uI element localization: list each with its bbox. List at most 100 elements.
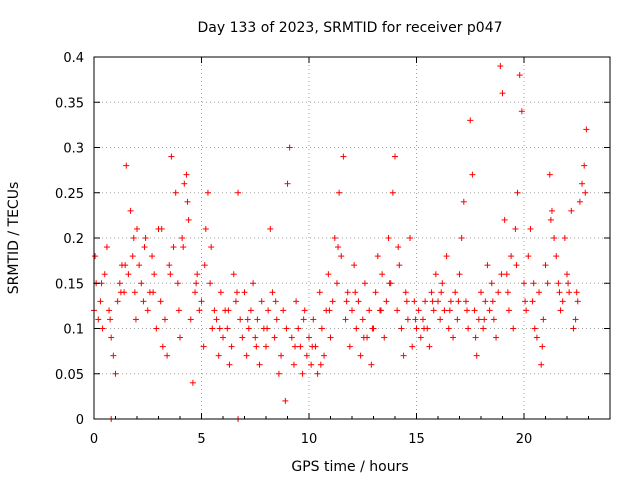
data-point — [103, 244, 110, 251]
data-point — [344, 289, 351, 296]
data-point — [308, 361, 315, 368]
x-tick-label: 20 — [516, 432, 533, 447]
data-point — [573, 289, 580, 296]
data-point — [225, 307, 232, 314]
data-point — [518, 108, 525, 115]
data-point — [565, 280, 572, 287]
data-point — [389, 189, 396, 196]
data-point — [317, 361, 324, 368]
data-point — [381, 334, 388, 341]
data-point — [141, 244, 148, 251]
data-point — [333, 280, 340, 287]
data-point — [366, 307, 373, 314]
data-point — [374, 253, 381, 260]
data-point — [510, 325, 517, 332]
data-point — [217, 289, 224, 296]
data-point — [185, 216, 192, 223]
data-point — [340, 153, 347, 160]
data-point — [446, 307, 453, 314]
data-point — [180, 244, 187, 251]
data-point — [244, 316, 251, 323]
data-point — [582, 189, 589, 196]
data-point — [136, 262, 143, 269]
data-point — [321, 352, 328, 359]
data-point — [326, 307, 333, 314]
data-point — [175, 307, 182, 314]
data-point — [521, 280, 527, 287]
x-tick-label: 10 — [301, 432, 318, 447]
data-point — [216, 325, 223, 332]
data-point — [283, 325, 290, 332]
data-point — [430, 307, 437, 314]
data-point — [110, 352, 117, 359]
data-point — [553, 253, 560, 260]
data-point — [490, 316, 497, 323]
data-point — [379, 271, 386, 278]
data-point — [508, 253, 515, 260]
data-point — [267, 225, 274, 232]
data-point — [297, 343, 304, 350]
data-point — [292, 343, 299, 350]
data-point — [551, 235, 558, 241]
data-point — [357, 352, 364, 359]
data-point — [469, 171, 476, 178]
data-point — [170, 244, 177, 251]
data-point — [208, 244, 215, 251]
data-point — [132, 316, 139, 323]
data-point — [555, 280, 562, 287]
data-point — [531, 325, 538, 332]
data-point — [228, 343, 235, 350]
data-point — [579, 180, 586, 187]
data-point — [493, 334, 500, 341]
data-point — [101, 271, 108, 278]
y-tick-label: 0.05 — [55, 368, 84, 383]
data-point — [286, 144, 293, 151]
data-point — [161, 316, 168, 323]
data-point — [149, 253, 156, 260]
data-point — [480, 325, 487, 332]
data-point — [256, 361, 263, 368]
data-point — [280, 307, 287, 314]
data-point — [247, 307, 254, 314]
data-point — [123, 162, 130, 169]
data-point — [97, 298, 104, 305]
data-point — [226, 361, 233, 368]
data-point — [404, 316, 411, 323]
x-tick-label: 5 — [197, 432, 205, 447]
data-point — [127, 207, 134, 214]
y-axis-label: SRMTID / TECUs — [6, 182, 22, 295]
data-point — [447, 298, 454, 305]
data-point — [166, 262, 173, 269]
data-point — [181, 180, 188, 187]
data-point — [394, 307, 401, 314]
data-point — [269, 289, 276, 296]
data-point — [514, 189, 521, 196]
data-point — [112, 370, 119, 377]
data-point — [484, 262, 491, 269]
data-point — [395, 244, 402, 251]
data-point — [557, 307, 564, 314]
data-point — [409, 343, 416, 350]
data-point — [465, 325, 472, 332]
data-point — [369, 325, 376, 332]
data-point — [117, 289, 124, 296]
data-point — [572, 316, 579, 323]
data-point — [504, 289, 511, 296]
y-tick-label: 0.25 — [55, 187, 84, 202]
data-point — [284, 180, 291, 187]
data-point — [360, 334, 367, 341]
data-point — [327, 334, 334, 341]
data-point — [505, 307, 512, 314]
data-point — [224, 325, 231, 332]
data-point — [412, 316, 419, 323]
data-point — [372, 289, 379, 296]
data-point — [336, 189, 343, 196]
data-point — [187, 316, 194, 323]
data-point — [544, 280, 551, 287]
data-point — [495, 289, 502, 296]
data-point — [168, 153, 175, 160]
data-point — [523, 307, 530, 314]
data-point — [140, 298, 147, 305]
data-point — [512, 225, 519, 232]
data-point — [288, 334, 295, 341]
